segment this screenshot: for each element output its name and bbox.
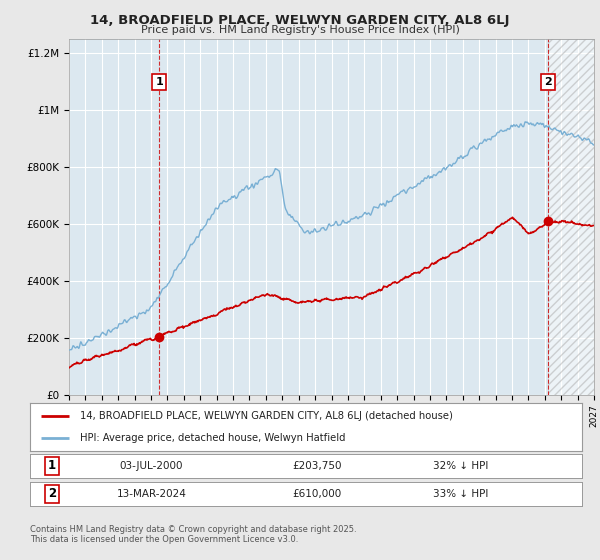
Text: 1: 1 (48, 459, 56, 472)
Text: 2: 2 (48, 487, 56, 500)
Text: 33% ↓ HPI: 33% ↓ HPI (433, 489, 488, 498)
Text: 32% ↓ HPI: 32% ↓ HPI (433, 461, 488, 470)
Text: £610,000: £610,000 (292, 489, 341, 498)
Text: 03-JUL-2000: 03-JUL-2000 (119, 461, 183, 470)
Text: HPI: Average price, detached house, Welwyn Hatfield: HPI: Average price, detached house, Welw… (80, 433, 345, 443)
Text: 2: 2 (544, 77, 552, 87)
Text: 13-MAR-2024: 13-MAR-2024 (116, 489, 187, 498)
Text: £203,750: £203,750 (292, 461, 342, 470)
Bar (548, 39, 594, 395)
Text: Contains HM Land Registry data © Crown copyright and database right 2025.
This d: Contains HM Land Registry data © Crown c… (30, 525, 356, 544)
Text: 14, BROADFIELD PLACE, WELWYN GARDEN CITY, AL8 6LJ: 14, BROADFIELD PLACE, WELWYN GARDEN CITY… (90, 14, 510, 27)
Text: Price paid vs. HM Land Registry's House Price Index (HPI): Price paid vs. HM Land Registry's House … (140, 25, 460, 35)
Text: 14, BROADFIELD PLACE, WELWYN GARDEN CITY, AL8 6LJ (detached house): 14, BROADFIELD PLACE, WELWYN GARDEN CITY… (80, 411, 452, 421)
Text: 1: 1 (155, 77, 163, 87)
